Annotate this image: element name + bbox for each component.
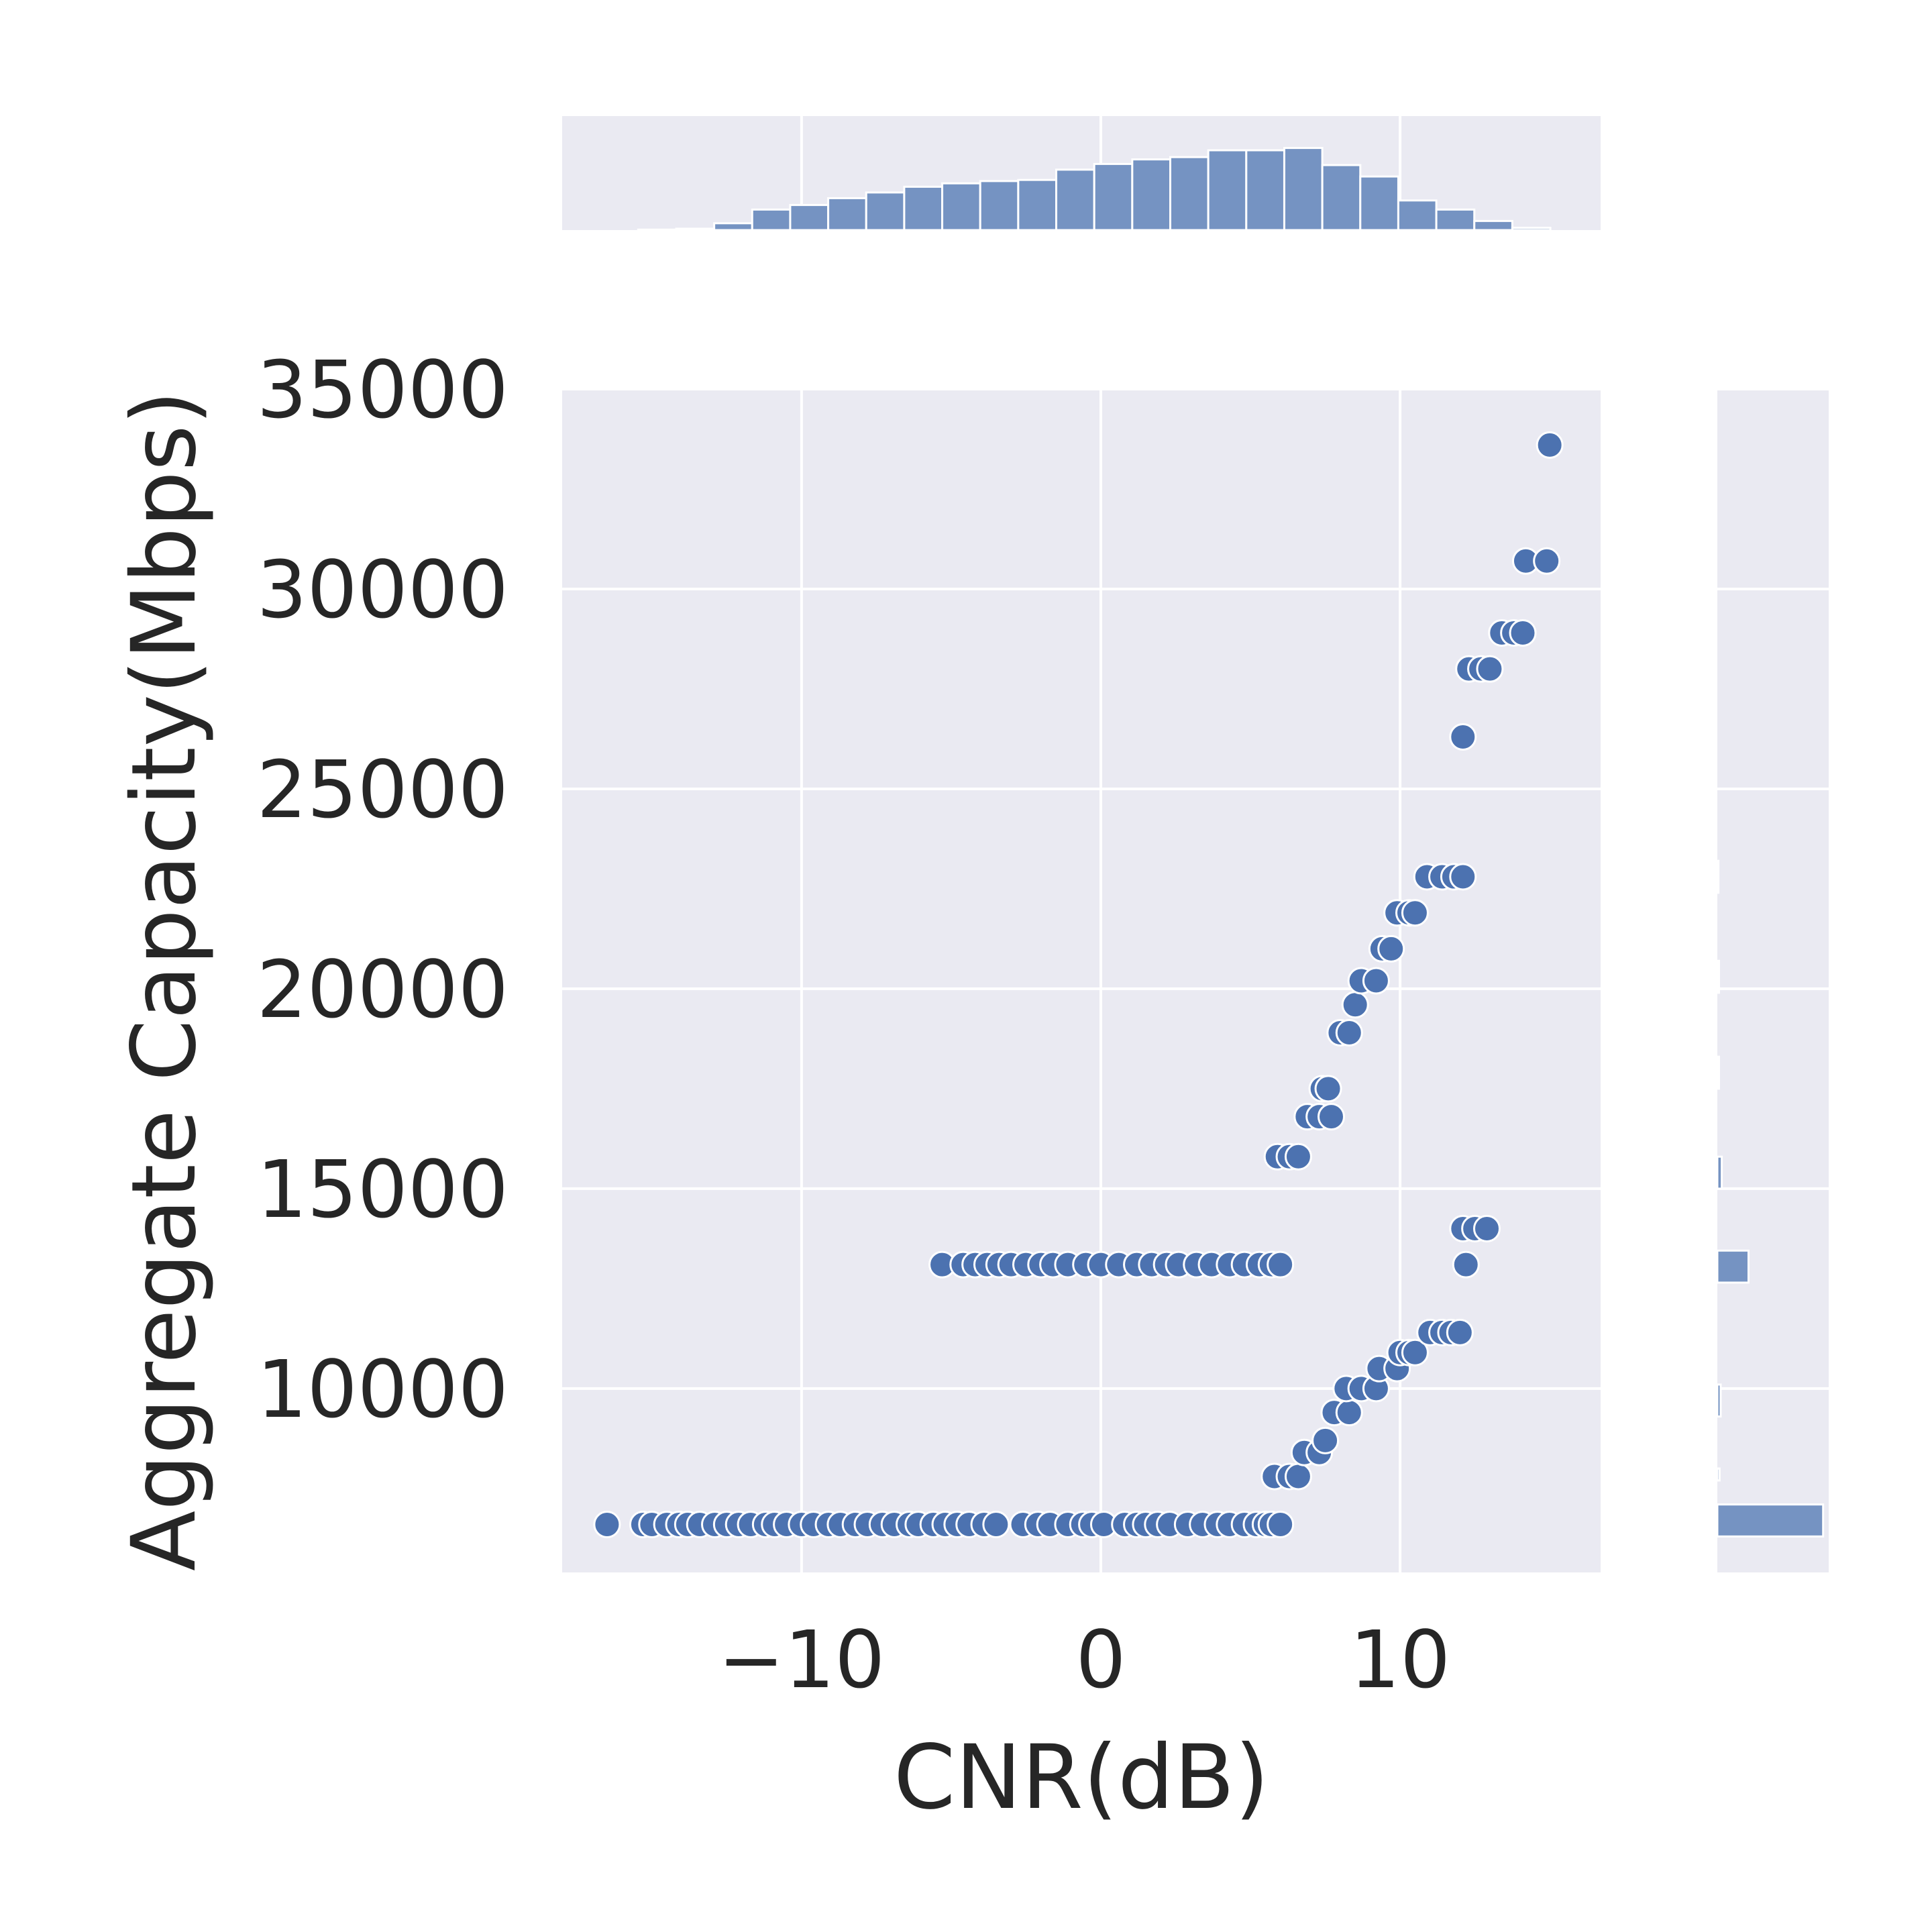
top-histogram-bar bbox=[827, 197, 867, 231]
scatter-point bbox=[1284, 1142, 1312, 1171]
x-tick-label: 0 bbox=[1075, 1613, 1126, 1706]
y-tick-label: 15000 bbox=[257, 1143, 508, 1236]
right-histogram-bar bbox=[1716, 1467, 1721, 1482]
x-tick-labels: −10 0 10 bbox=[718, 1613, 1450, 1706]
right-histogram-bar bbox=[1716, 1155, 1723, 1190]
scatter-point bbox=[1476, 655, 1504, 683]
top-histogram-bar bbox=[751, 208, 792, 231]
top-histogram-bar bbox=[1245, 149, 1285, 231]
scatter-point bbox=[1536, 431, 1564, 459]
scatter-point bbox=[1377, 934, 1405, 963]
right-histogram-bar bbox=[1716, 859, 1720, 894]
scatter-point bbox=[1284, 1462, 1312, 1491]
right-histogram-bar bbox=[1716, 959, 1720, 994]
scatter-point bbox=[1341, 991, 1369, 1019]
top-histogram-bar bbox=[1511, 227, 1552, 231]
right-histogram-bar bbox=[1716, 1055, 1720, 1090]
scatter-point bbox=[1509, 619, 1537, 647]
scatter-point bbox=[1452, 1250, 1480, 1279]
scatter-point bbox=[1314, 1075, 1342, 1103]
x-axis-label: CNR(dB) bbox=[894, 1726, 1269, 1829]
scatter-point bbox=[1311, 1426, 1340, 1454]
right-histogram-bar bbox=[1716, 1503, 1825, 1538]
y-tick-labels: 10000 15000 20000 25000 30000 35000 bbox=[257, 343, 508, 1436]
scatter-point bbox=[593, 1510, 621, 1538]
scatter-points bbox=[593, 431, 1564, 1538]
right-histogram-bar bbox=[1716, 1249, 1750, 1284]
top-histogram-bar bbox=[1207, 149, 1248, 231]
top-histogram-bar bbox=[1435, 208, 1476, 231]
top-histogram-bar bbox=[1055, 168, 1095, 231]
right-histogram-background bbox=[1717, 389, 1829, 1572]
top-histogram-bar bbox=[789, 204, 830, 231]
y-tick-label: 10000 bbox=[257, 1343, 508, 1436]
top-histogram-bar bbox=[1473, 219, 1513, 231]
top-histogram-bar bbox=[713, 222, 753, 231]
main-plot-background bbox=[562, 389, 1601, 1572]
scatter-point bbox=[1449, 863, 1477, 891]
scatter-point bbox=[1401, 899, 1429, 927]
top-histogram-bar bbox=[1169, 156, 1210, 231]
scatter-point bbox=[1401, 1338, 1429, 1366]
top-histogram-bar bbox=[1321, 164, 1362, 231]
scatter-point bbox=[1362, 967, 1390, 995]
top-histogram-bar bbox=[903, 185, 944, 231]
top-histogram-bar bbox=[1093, 162, 1134, 231]
main-grid bbox=[562, 388, 1601, 1572]
x-tick-label: 10 bbox=[1350, 1613, 1450, 1706]
top-histogram-bar bbox=[865, 191, 906, 231]
right-histogram-grid bbox=[1717, 388, 1829, 1390]
scatter-point bbox=[1267, 1250, 1295, 1279]
scatter-point bbox=[1267, 1510, 1295, 1538]
right-histogram-bar bbox=[1716, 1383, 1722, 1418]
top-histogram-bars bbox=[637, 147, 1552, 231]
top-histogram-bar bbox=[979, 180, 1020, 231]
scatter-point bbox=[1318, 1103, 1346, 1131]
top-histogram-bar bbox=[1359, 175, 1399, 231]
scatter-point bbox=[1335, 1018, 1363, 1046]
top-histogram-bar bbox=[1397, 199, 1438, 231]
top-histogram-bar bbox=[675, 227, 716, 231]
y-tick-label: 35000 bbox=[257, 343, 508, 436]
scatter-point bbox=[982, 1510, 1010, 1538]
scatter-point bbox=[1449, 722, 1477, 751]
scatter-point bbox=[1472, 1214, 1501, 1242]
top-histogram-bar bbox=[1131, 158, 1171, 231]
scatter-point bbox=[1335, 1399, 1363, 1427]
top-histogram-bar bbox=[637, 228, 678, 231]
top-histogram-bar bbox=[1017, 178, 1058, 231]
y-axis-label: Aggregate Capacity(Mbps) bbox=[113, 390, 216, 1571]
y-tick-label: 20000 bbox=[257, 943, 508, 1036]
top-histogram-bar bbox=[941, 182, 981, 231]
scatter-point bbox=[1446, 1318, 1474, 1346]
scatter-point bbox=[1533, 547, 1561, 575]
x-tick-label: −10 bbox=[718, 1613, 885, 1706]
right-histogram-bars bbox=[1716, 859, 1825, 1538]
y-tick-label: 30000 bbox=[257, 543, 508, 636]
top-histogram-bar bbox=[1283, 147, 1324, 231]
y-tick-label: 25000 bbox=[257, 743, 508, 836]
